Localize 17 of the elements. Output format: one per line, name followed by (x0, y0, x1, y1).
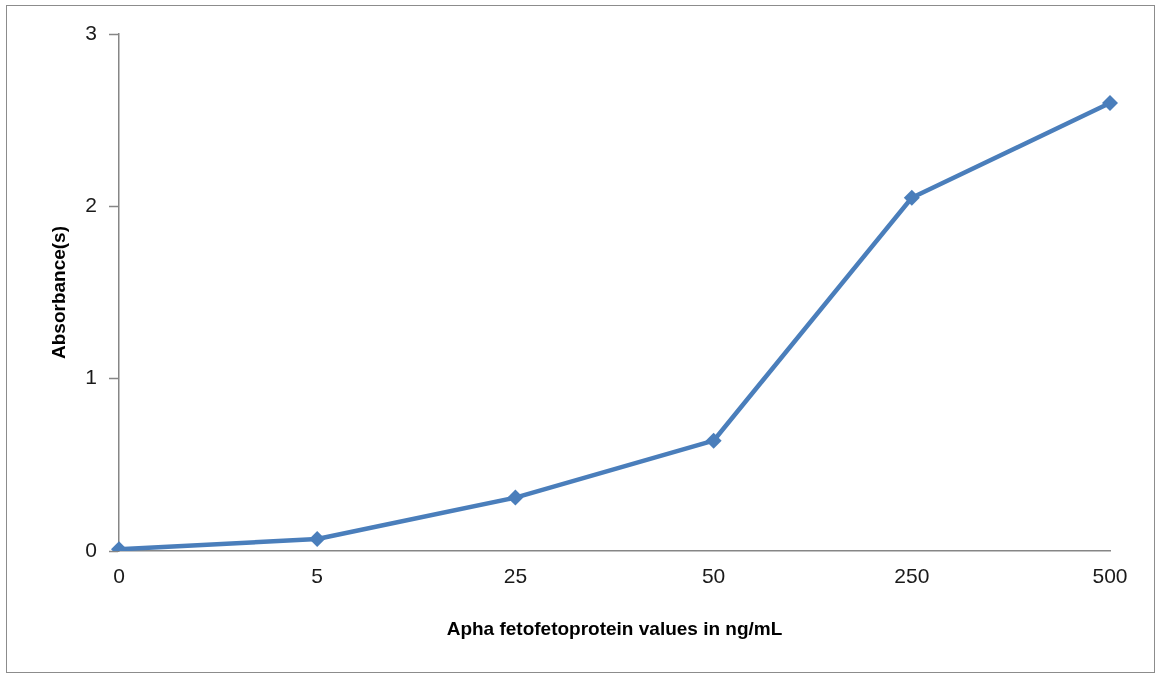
point (1102, 94, 1118, 111)
x-tick-label: 50 (701, 564, 726, 588)
y-tick-label: 1 (85, 365, 97, 389)
point (903, 189, 920, 206)
point (507, 489, 524, 506)
point (705, 432, 722, 449)
x-tick-label: 5 (311, 564, 324, 588)
x-tick-label: 0 (113, 564, 125, 588)
y-tick-label: 3 (85, 20, 97, 44)
y-axis-title: Absorbance(s) (48, 225, 70, 360)
x-tick-label: 500 (1092, 564, 1128, 588)
point (309, 530, 326, 547)
x-tick-label: 250 (894, 564, 930, 588)
x-tick-label: 25 (503, 564, 528, 588)
x-axis-title: Apha fetofetoprotein values in ng/mL (446, 618, 783, 640)
y-tick-label: 0 (85, 537, 97, 561)
y-tick-label: 2 (85, 193, 97, 217)
